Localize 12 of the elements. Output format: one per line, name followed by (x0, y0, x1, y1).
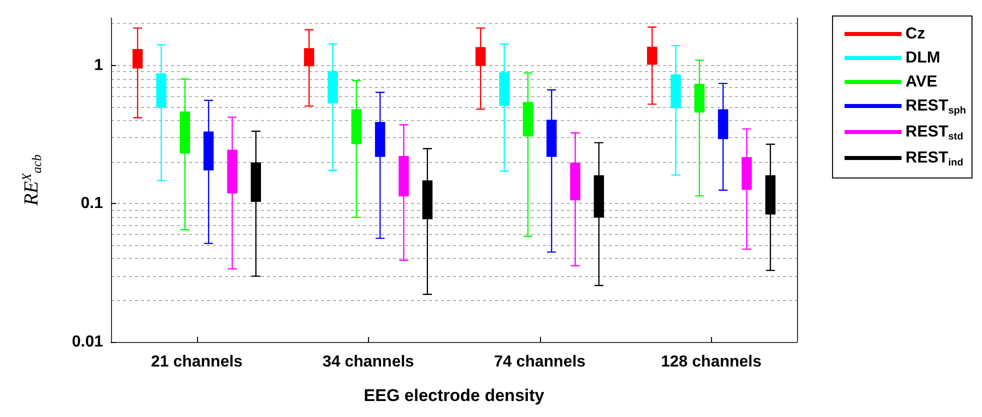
x-axis-title: EEG electrode density (364, 386, 545, 405)
x-tick-label: 74 channels (494, 354, 586, 370)
x-tick-label: 34 channels (322, 354, 414, 370)
legend-label: DLM (906, 50, 940, 66)
x-tick-label: 21 channels (150, 354, 243, 370)
legend-label: Cz (906, 26, 926, 42)
x-tick-label: 128 channels (661, 354, 762, 370)
y-tick-label: 1 (94, 56, 104, 74)
y-axis-title: REXacb (19, 154, 44, 207)
y-tick-label: 0.01 (72, 334, 104, 350)
legend-label: AVE (906, 74, 938, 90)
y-tick-label: 0.1 (80, 195, 104, 212)
